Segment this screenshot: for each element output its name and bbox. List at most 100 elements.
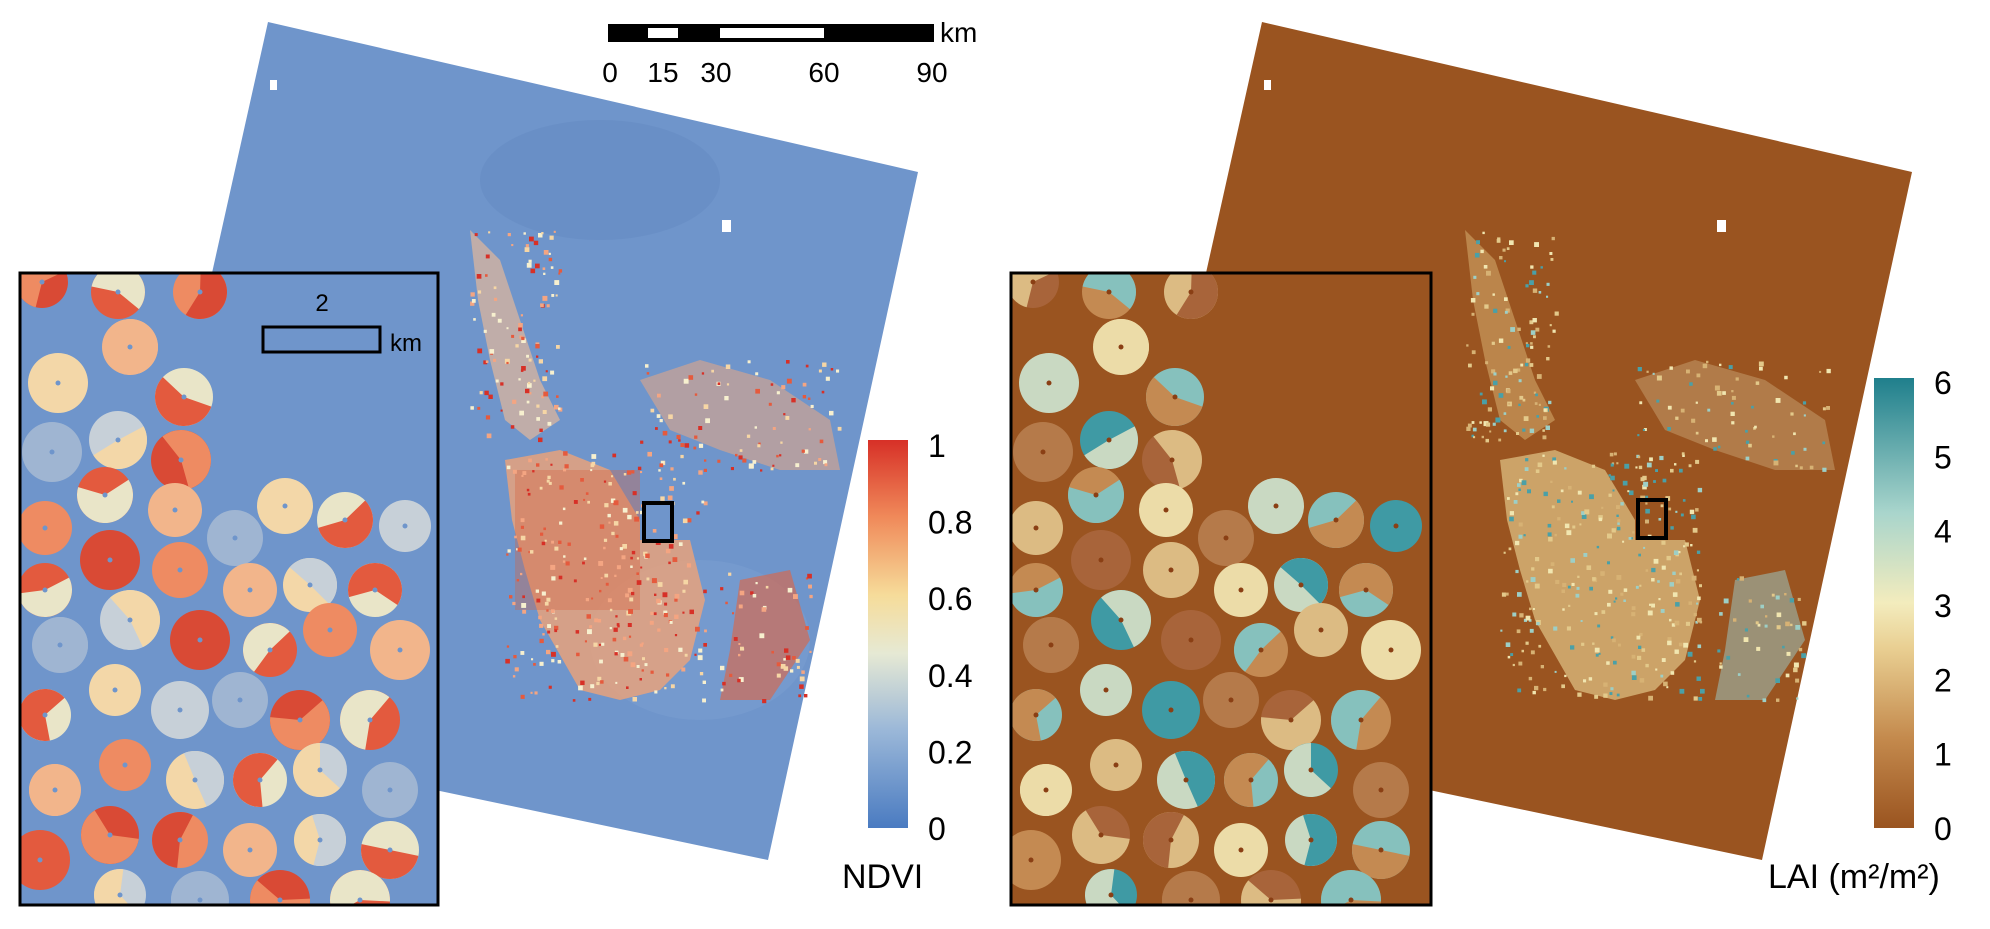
field-pixel — [1530, 345, 1534, 349]
field-pixel — [783, 666, 789, 671]
field-pixel — [1523, 618, 1527, 622]
field-pixel — [1658, 598, 1661, 601]
field-pixel — [1606, 661, 1610, 665]
field-pixel — [1646, 462, 1652, 468]
field-pixel — [555, 645, 559, 648]
field-pixel — [562, 507, 566, 511]
field-pixel — [1562, 582, 1567, 587]
pivot-center — [402, 523, 408, 529]
pivot-center — [1348, 897, 1354, 903]
field-pixel — [683, 378, 689, 384]
field-pixel — [520, 518, 525, 523]
lai-legend-title: LAI (m²/m²) — [1768, 858, 1940, 896]
field-pixel — [1802, 401, 1807, 405]
field-pixel — [1771, 593, 1775, 597]
pivot-field-sector — [330, 870, 390, 905]
field-pixel — [1653, 558, 1659, 564]
field-pixel — [1628, 490, 1634, 496]
field-pixel — [750, 591, 754, 595]
field-pixel — [484, 390, 489, 396]
field-pixel — [1674, 649, 1679, 654]
field-pixel — [681, 667, 686, 672]
field-pixel — [533, 663, 536, 666]
field-pixel — [1548, 537, 1553, 542]
field-pixel — [1552, 329, 1556, 333]
scale-bar-tick: 15 — [647, 57, 678, 88]
ndvi-dense-fields — [515, 470, 640, 610]
field-pixel — [627, 651, 633, 657]
field-pixel — [1755, 621, 1759, 625]
field-pixel — [795, 658, 800, 663]
field-pixel — [1471, 421, 1475, 424]
field-pixel — [1508, 402, 1511, 405]
field-pixel — [720, 688, 724, 692]
field-pixel — [1521, 480, 1527, 486]
field-pixel — [491, 312, 496, 317]
field-pixel — [596, 681, 600, 686]
field-pixel — [653, 612, 657, 616]
field-pixel — [635, 511, 639, 514]
field-pixel — [529, 236, 534, 242]
field-pixel — [470, 301, 475, 306]
field-pixel — [563, 468, 567, 472]
pivot-center — [1248, 777, 1254, 783]
field-pixel — [485, 415, 491, 420]
field-pixel — [1754, 425, 1757, 429]
field-pixel — [500, 409, 503, 412]
field-pixel — [1793, 432, 1796, 436]
field-pixel — [585, 598, 589, 602]
field-pixel — [1757, 623, 1761, 627]
field-pixel — [1773, 460, 1779, 466]
field-pixel — [1616, 462, 1619, 465]
legend-tick-label: 0 — [1934, 811, 1952, 847]
field-pixel — [1495, 417, 1501, 423]
field-pixel — [554, 625, 559, 631]
field-pixel — [495, 379, 499, 383]
field-pixel — [1643, 546, 1646, 549]
field-pixel — [1639, 632, 1643, 637]
field-pixel — [652, 529, 657, 533]
field-pixel — [512, 675, 516, 678]
field-pixel — [1567, 585, 1571, 589]
field-pixel — [1598, 517, 1603, 522]
field-pixel — [539, 623, 544, 628]
field-pixel — [717, 382, 721, 385]
field-pixel — [676, 434, 681, 439]
field-pixel — [1681, 452, 1685, 456]
field-pixel — [614, 652, 618, 656]
pivot-center — [39, 279, 45, 285]
field-pixel — [493, 358, 497, 362]
field-pixel — [1613, 452, 1617, 456]
field-pixel — [477, 406, 481, 410]
pivot-center — [1188, 897, 1194, 903]
field-pixel — [557, 660, 562, 664]
field-pixel — [687, 518, 692, 523]
field-pixel — [1505, 308, 1510, 313]
field-pixel — [1467, 423, 1472, 428]
field-pixel — [728, 572, 732, 576]
field-pixel — [772, 427, 776, 430]
field-pixel — [565, 561, 570, 566]
field-pixel — [1661, 540, 1666, 545]
field-pixel — [1795, 625, 1801, 630]
field-pixel — [627, 587, 633, 593]
field-pixel — [558, 407, 561, 410]
field-pixel — [1535, 469, 1540, 473]
field-pixel — [1529, 607, 1532, 611]
field-pixel — [1784, 593, 1787, 596]
field-pixel — [597, 676, 602, 681]
field-pixel — [483, 360, 488, 365]
pivot-center — [127, 617, 133, 623]
field-pixel — [616, 565, 621, 570]
field-pixel — [1731, 421, 1735, 425]
pivot-center — [127, 344, 133, 350]
inset-scale-value: 2 — [315, 290, 328, 317]
field-pixel — [787, 587, 793, 593]
field-pixel — [1472, 427, 1477, 432]
field-pixel — [674, 614, 679, 619]
field-pixel — [1468, 363, 1472, 368]
field-pixel — [1483, 265, 1488, 269]
scale-bar-tick: 60 — [808, 57, 839, 88]
pivot-field-sector — [1309, 500, 1364, 548]
field-pixel — [1547, 523, 1552, 528]
